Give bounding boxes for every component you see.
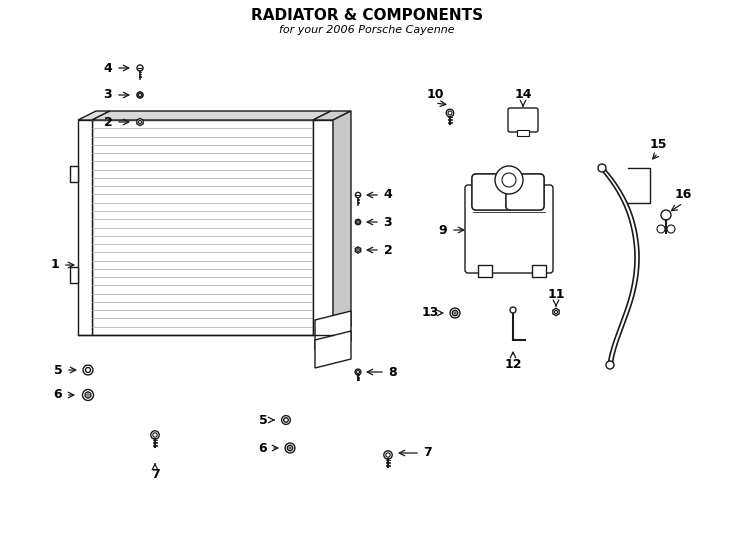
Circle shape xyxy=(287,446,293,451)
Text: 6: 6 xyxy=(54,388,62,402)
Text: 10: 10 xyxy=(426,89,444,102)
FancyBboxPatch shape xyxy=(472,174,510,210)
Text: 13: 13 xyxy=(421,307,439,320)
Bar xyxy=(313,120,333,335)
Bar xyxy=(70,267,78,283)
Polygon shape xyxy=(78,111,110,120)
Circle shape xyxy=(667,225,675,233)
Polygon shape xyxy=(313,111,351,120)
Circle shape xyxy=(289,447,291,449)
Circle shape xyxy=(510,307,516,313)
Circle shape xyxy=(85,392,91,398)
Bar xyxy=(92,120,313,335)
Bar xyxy=(70,166,78,182)
Circle shape xyxy=(137,65,143,71)
Text: 7: 7 xyxy=(150,469,159,482)
Text: for your 2006 Porsche Cayenne: for your 2006 Porsche Cayenne xyxy=(279,25,455,35)
FancyBboxPatch shape xyxy=(465,185,553,273)
FancyBboxPatch shape xyxy=(506,174,544,210)
Text: 9: 9 xyxy=(439,224,447,237)
Circle shape xyxy=(357,370,360,374)
FancyBboxPatch shape xyxy=(508,108,538,132)
Text: 6: 6 xyxy=(258,442,267,455)
Circle shape xyxy=(384,451,392,459)
Text: 2: 2 xyxy=(384,244,393,256)
Circle shape xyxy=(446,109,454,117)
Circle shape xyxy=(137,92,143,98)
Circle shape xyxy=(452,310,458,316)
FancyBboxPatch shape xyxy=(506,174,544,210)
Text: 11: 11 xyxy=(548,288,564,301)
Bar xyxy=(517,130,529,136)
Circle shape xyxy=(139,93,142,97)
Circle shape xyxy=(83,365,93,375)
Circle shape xyxy=(454,312,456,314)
Circle shape xyxy=(284,418,288,422)
Circle shape xyxy=(606,361,614,369)
Polygon shape xyxy=(553,308,559,316)
Polygon shape xyxy=(315,331,351,368)
Polygon shape xyxy=(92,111,331,120)
Polygon shape xyxy=(355,247,360,253)
Text: 5: 5 xyxy=(258,414,267,427)
Circle shape xyxy=(153,433,157,437)
Circle shape xyxy=(82,389,93,401)
Circle shape xyxy=(448,111,452,115)
Text: 7: 7 xyxy=(424,447,432,460)
Text: 4: 4 xyxy=(384,188,393,201)
Circle shape xyxy=(495,166,523,194)
Text: 16: 16 xyxy=(675,188,691,201)
Text: 14: 14 xyxy=(515,89,531,102)
Circle shape xyxy=(386,453,390,457)
Bar xyxy=(532,265,546,277)
Circle shape xyxy=(450,308,460,318)
Polygon shape xyxy=(333,111,351,335)
Text: 2: 2 xyxy=(103,116,112,129)
Polygon shape xyxy=(315,311,351,350)
Text: 15: 15 xyxy=(650,138,666,152)
Circle shape xyxy=(598,164,606,172)
Text: 8: 8 xyxy=(389,366,397,379)
Circle shape xyxy=(355,192,360,198)
Text: 3: 3 xyxy=(384,215,392,228)
Bar xyxy=(78,120,92,335)
Text: 1: 1 xyxy=(51,259,59,272)
Circle shape xyxy=(657,225,665,233)
FancyBboxPatch shape xyxy=(472,174,510,210)
Circle shape xyxy=(85,368,90,373)
Circle shape xyxy=(285,443,295,453)
Text: 3: 3 xyxy=(103,89,112,102)
Circle shape xyxy=(282,416,291,424)
Circle shape xyxy=(357,221,360,224)
Circle shape xyxy=(87,394,90,396)
Circle shape xyxy=(150,431,159,439)
Circle shape xyxy=(355,369,361,375)
Circle shape xyxy=(661,210,671,220)
Text: RADIATOR & COMPONENTS: RADIATOR & COMPONENTS xyxy=(251,8,483,23)
Bar xyxy=(478,265,492,277)
Text: 12: 12 xyxy=(504,359,522,372)
Text: 4: 4 xyxy=(103,62,112,75)
Polygon shape xyxy=(137,118,143,126)
Text: 5: 5 xyxy=(54,363,62,376)
Circle shape xyxy=(355,219,360,225)
